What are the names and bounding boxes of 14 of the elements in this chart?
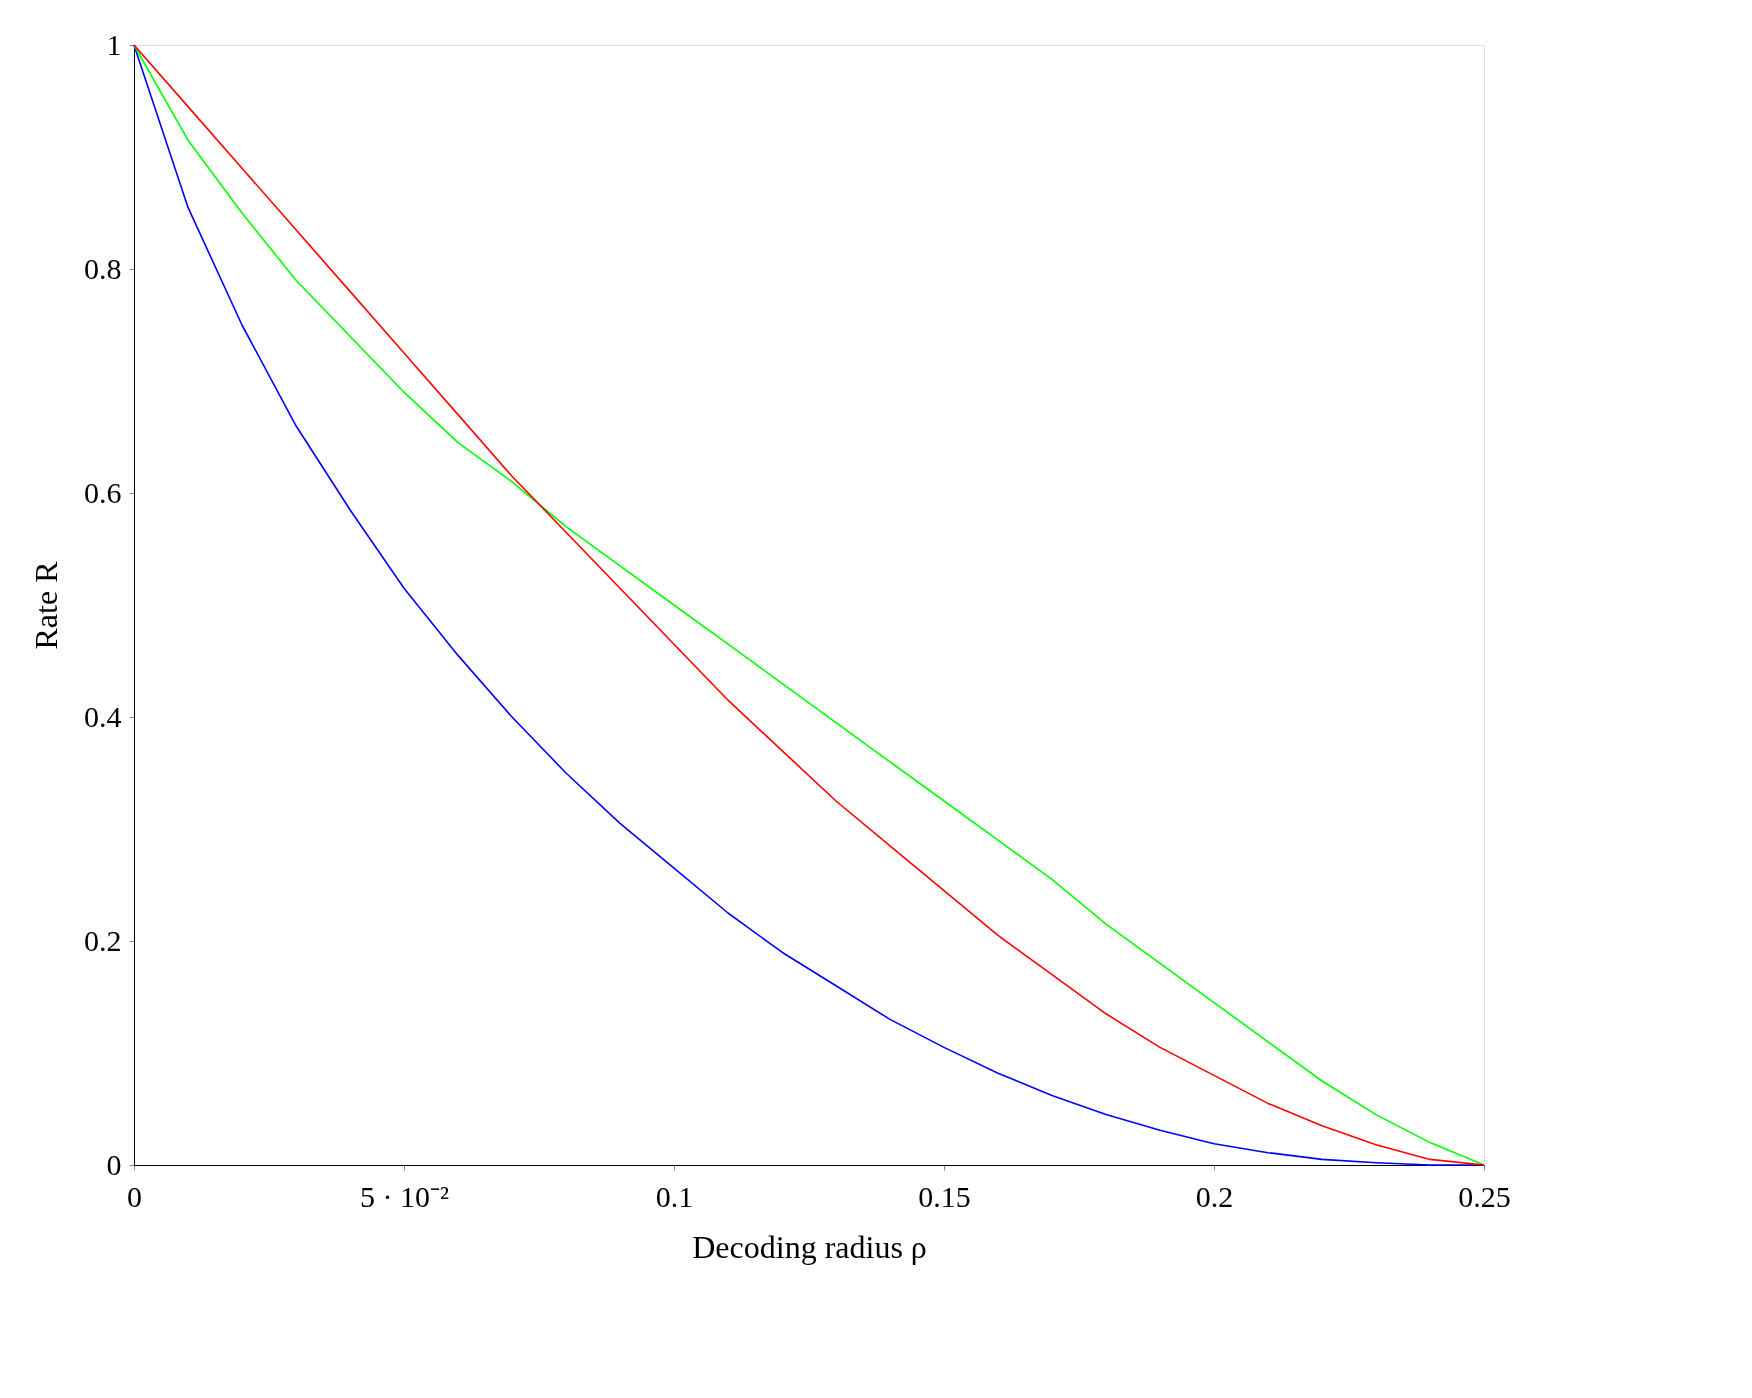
y-tick-label: 0.8 (84, 251, 122, 285)
y-tick-label: 1 (106, 27, 122, 61)
x-axis-title: Decoding radius ρ (692, 1228, 927, 1265)
x-tick-label: 0.2 (1195, 1179, 1234, 1213)
y-axis-title: Rate R (28, 560, 64, 650)
y-tick-label: 0.6 (84, 475, 122, 509)
x-tick-label: 0.25 (1458, 1179, 1511, 1213)
line-series (133, 44, 1485, 1166)
y-tick-label: 0.2 (84, 923, 122, 957)
x-tick-label: 0.1 (655, 1179, 694, 1213)
x-tick-label: 0.15 (918, 1179, 971, 1213)
y-tick-label: 0.4 (84, 699, 122, 733)
y-tick-label: 0 (106, 1147, 122, 1181)
x-tick-label: 5 · 10⁻² (360, 1179, 449, 1213)
